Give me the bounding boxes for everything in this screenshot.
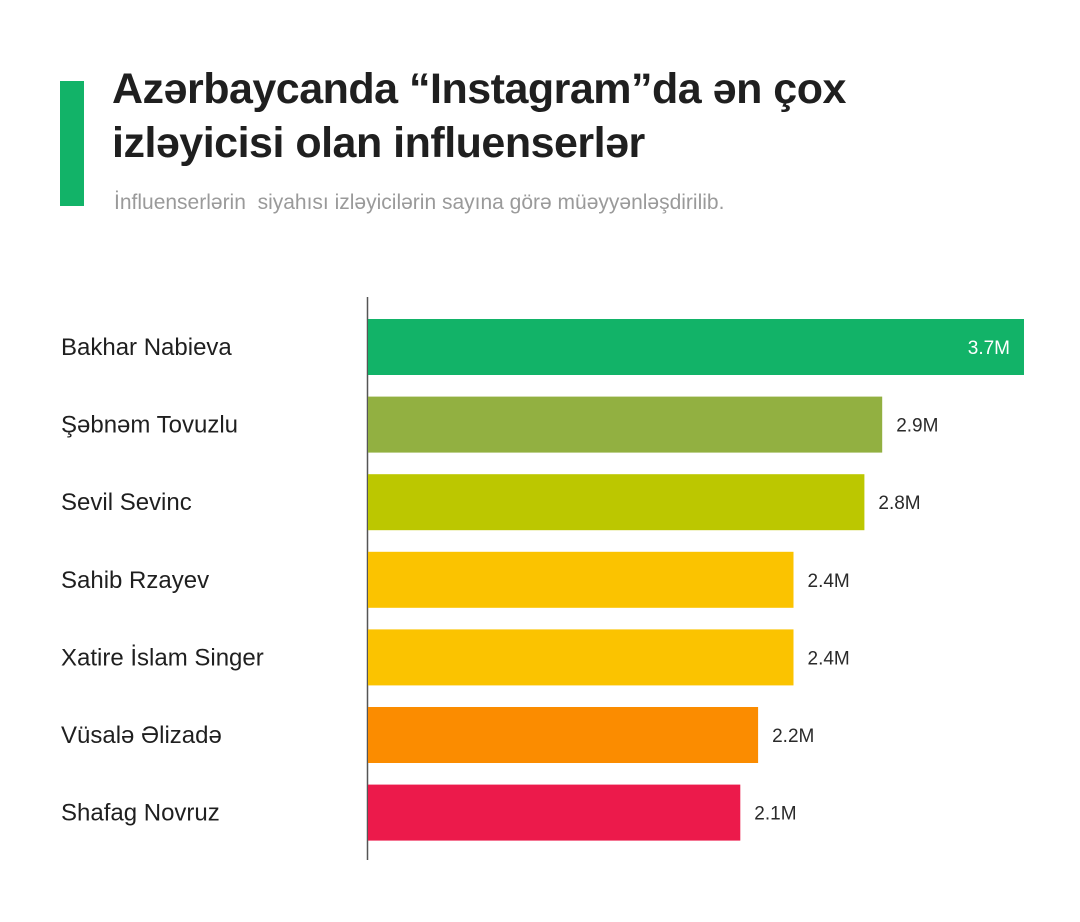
bar bbox=[368, 319, 1024, 375]
value-label: 2.1M bbox=[754, 804, 796, 825]
accent-bar bbox=[60, 81, 84, 206]
chart-title: Azərbaycanda “Instagram”da ən çox izləyi… bbox=[112, 65, 846, 167]
value-label: 2.4M bbox=[808, 648, 850, 669]
value-label: 2.8M bbox=[878, 493, 920, 514]
category-label: Vüsalə Əlizadə bbox=[61, 722, 222, 749]
category-label: Bakhar Nabieva bbox=[61, 334, 232, 361]
category-label: Şəbnəm Tovuzlu bbox=[61, 412, 238, 439]
category-label: Xatire İslam Singer bbox=[61, 644, 264, 671]
value-label: 3.7M bbox=[968, 338, 1010, 359]
bar bbox=[368, 629, 794, 686]
value-label: 2.2M bbox=[772, 726, 814, 747]
category-label: Sevil Sevinc bbox=[61, 489, 192, 516]
bar bbox=[368, 784, 741, 841]
bar bbox=[368, 707, 759, 763]
bars-group: Bakhar Nabieva 3.7M Şəbnəm Tovuzlu 2.9M Sevi… bbox=[61, 319, 1024, 841]
category-label: Shafag Novruz bbox=[61, 800, 220, 827]
chart-subtitle: İnfluenserlərin siyahısı izləyicilərin s… bbox=[114, 191, 725, 214]
category-label: Sahib Rzayev bbox=[61, 567, 209, 594]
bar bbox=[368, 551, 794, 608]
bar bbox=[368, 396, 883, 453]
value-label: 2.9M bbox=[896, 416, 938, 437]
value-label: 2.4M bbox=[808, 571, 850, 592]
bar bbox=[368, 474, 865, 531]
